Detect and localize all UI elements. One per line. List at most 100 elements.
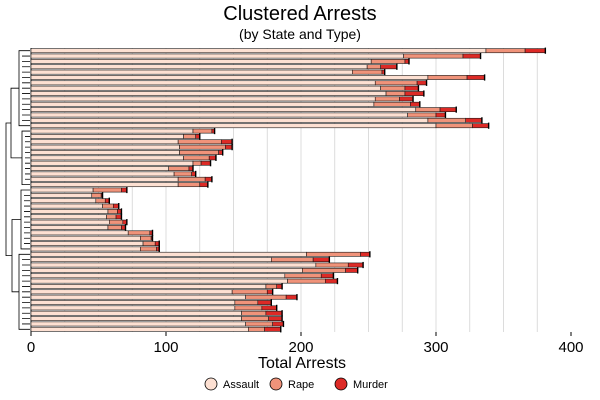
bar-assault [30,257,272,263]
bar-assault [30,117,429,123]
bar-rape [248,326,265,332]
bar-murder [199,182,209,188]
bar-murder [121,187,128,193]
bar-assault [30,278,288,284]
bar-murder [221,139,233,145]
bar-murder [404,91,425,96]
bar-murder [416,80,427,86]
chart-subtitle: (by State and Type) [239,26,361,42]
bar-murder [472,123,489,129]
bar-murder [462,53,481,59]
bar-assault [30,273,286,279]
bar-assault [30,230,129,236]
bar-murder [261,305,278,311]
bar-assault [30,294,246,300]
bar-murder [265,310,283,316]
bar-assault [30,235,141,241]
bar-murder [345,267,358,273]
bar-rape [179,144,226,150]
legend-assault-swatch [204,377,218,391]
bar-rape [91,192,102,198]
bar-assault [30,85,381,91]
bar-rape [403,53,464,59]
bar-assault [30,69,353,75]
bar-rape [245,294,287,300]
bar-murder [204,176,213,182]
bar-murder [404,85,419,91]
bar-assault [30,198,97,204]
bar-rape [92,187,122,193]
bar-rape [435,123,473,129]
bar-rape [302,267,346,273]
bar-assault [30,262,317,268]
bar-assault [30,246,141,252]
bar-assault [30,310,242,316]
legend-rape-label: Rape [288,379,314,391]
bar-assault [30,112,408,118]
bar-assault [30,101,375,107]
bar-assault [30,53,404,59]
bar-assault [30,284,267,289]
bar-murder [399,96,414,102]
bar-murder [200,160,211,166]
bar-series-group [30,47,547,333]
bar-rape [485,48,526,54]
legend-assault-label: Assault [223,379,259,391]
bar-assault [30,139,179,145]
bar-assault [30,123,437,129]
x-tick-label: 0 [27,339,35,356]
bar-assault [30,176,179,182]
bar-rape [380,85,406,91]
bar-assault [30,326,249,332]
bar-assault [30,107,417,113]
bar-rape [109,219,124,225]
bar-rape [241,310,267,316]
bar-rape [107,225,122,230]
bar-rape [142,241,156,246]
bar-assault [30,300,236,305]
bar-rape [177,176,206,182]
bar-rape [102,203,114,209]
bar-rape [385,91,406,96]
bar-murder [524,48,546,54]
bar-rape [192,160,202,166]
bar-rape [107,209,118,214]
bar-assault [30,251,307,257]
bar-assault [30,91,387,96]
bar-murder [347,262,364,268]
bar-rape [168,166,190,171]
bar-assault [30,321,246,327]
legend-rape-swatch [269,377,283,391]
bar-assault [30,267,303,273]
legend: Assault Rape Murder [204,377,388,391]
bar-rape [306,251,361,257]
bar-rape [370,59,406,64]
dendrogram-branches [5,50,30,330]
bar-assault [30,48,487,54]
bar-assault [30,182,179,188]
bar-assault [30,171,175,177]
bar-assault [30,192,93,198]
bar-rape [351,69,383,75]
bar-rape [173,171,192,177]
bar-murder [264,326,282,332]
bar-rape [192,128,213,134]
bar-murder [324,278,338,284]
bar-assault [30,316,242,321]
bar-murder [272,321,284,327]
bar-rape [315,262,349,268]
x-tick-label: 100 [153,339,178,356]
bar-murder [312,257,330,263]
x-tick-label: 300 [423,339,448,356]
bar-rape [407,112,437,118]
bar-rape [127,230,151,236]
bar-rape [374,96,400,102]
bar-rape [183,134,197,139]
bar-murder [380,64,398,70]
x-axis-title: Total Arrests [258,355,346,372]
bar-murder [285,294,298,300]
bar-assault [30,305,236,311]
x-axis: 0 100 200 300 400 [27,332,584,356]
bar-murder [266,289,273,295]
